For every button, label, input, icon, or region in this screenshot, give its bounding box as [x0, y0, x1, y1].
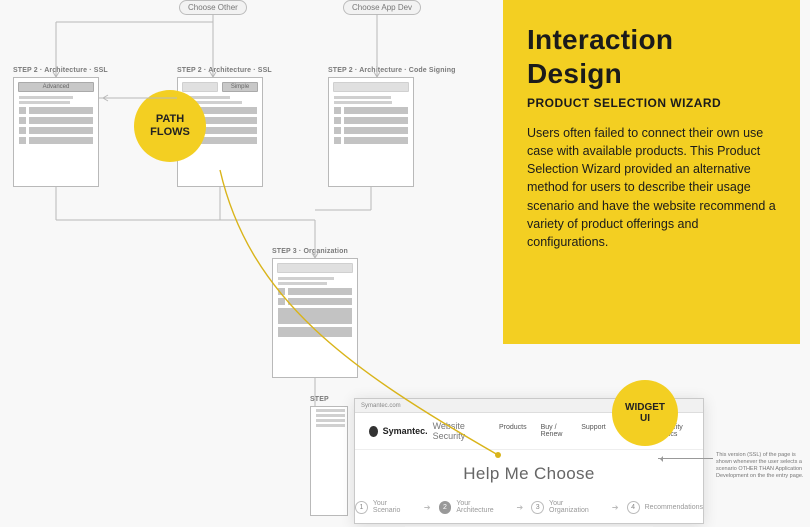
wizard-step-number: 3: [531, 501, 544, 514]
wizard-step[interactable]: 2 Your Architecture: [439, 500, 509, 514]
brand: Symantec. Website Security: [369, 421, 485, 441]
brand-name: Symantec.: [383, 426, 428, 436]
wireframe-tab: [277, 263, 353, 273]
step-label: STEP 2 · Architecture · Code Signing: [328, 67, 456, 74]
pill-choose-other: Choose Other: [179, 0, 247, 15]
wizard-step-label: Recommendations: [645, 504, 703, 511]
wizard-step-label: Your Architecture: [456, 500, 508, 514]
hero-title: Help Me Choose: [355, 464, 703, 484]
panel-title: Interaction: [527, 24, 776, 56]
brand-sub: Website Security: [433, 421, 485, 441]
badge-pathflows: PATH FLOWS: [134, 90, 206, 162]
wizard-step[interactable]: 4 Recommendations: [627, 501, 703, 514]
wizard-steps: 1 Your Scenario ➔ 2 Your Architecture ➔ 3 Your …: [355, 494, 703, 526]
chevron-right-icon: ➔: [612, 503, 619, 512]
badge-widgetui: WIDGET UI: [612, 380, 678, 446]
wizard-step[interactable]: 3 Your Organization: [531, 500, 604, 514]
wireframe-tab: Simple: [222, 82, 258, 92]
panel-title: Design: [527, 58, 776, 90]
addressbar-url: Symantec.com: [361, 403, 401, 409]
wireframe-tab: Advanced: [18, 82, 94, 92]
side-annotation: This version (SSL) of the page is shown …: [716, 452, 806, 480]
step-label: STEP 3 · Organization: [272, 248, 348, 255]
step-label: STEP 2 · Architecture · SSL: [13, 67, 108, 74]
wizard-step-number: 4: [627, 501, 640, 514]
panel-subtitle: PRODUCT SELECTION WIZARD: [527, 96, 776, 110]
wireframe-card: Advanced: [13, 77, 99, 187]
step-label: STEP 2 · Architecture · SSL: [177, 67, 272, 74]
pill-choose-appdev: Choose App Dev: [343, 0, 421, 15]
nav-link[interactable]: Support: [581, 424, 606, 438]
wizard-step[interactable]: 1 Your Scenario: [355, 500, 416, 514]
wizard-step-number: 2: [439, 501, 452, 514]
nav-link[interactable]: Products: [499, 424, 527, 438]
wireframe-card: [310, 406, 348, 516]
wireframe-tab: [333, 82, 409, 92]
brand-logo-icon: [369, 426, 378, 437]
chevron-right-icon: ➔: [424, 503, 431, 512]
wizard-step-label: Your Scenario: [373, 500, 416, 514]
arrow-left-icon: [658, 458, 713, 459]
wizard-step-label: Your Organization: [549, 500, 604, 514]
step-label: STEP: [310, 396, 329, 403]
wireframe-tab: [182, 82, 218, 92]
wizard-step-number: 1: [355, 501, 368, 514]
chevron-right-icon: ➔: [517, 503, 524, 512]
panel-body: Users often failed to connect their own …: [527, 124, 776, 251]
wireframe-card: [328, 77, 414, 187]
wireframe-card: [272, 258, 358, 378]
info-panel: InteractionDesign PRODUCT SELECTION WIZAR…: [503, 0, 800, 344]
nav-link[interactable]: Buy / Renew: [541, 424, 568, 438]
